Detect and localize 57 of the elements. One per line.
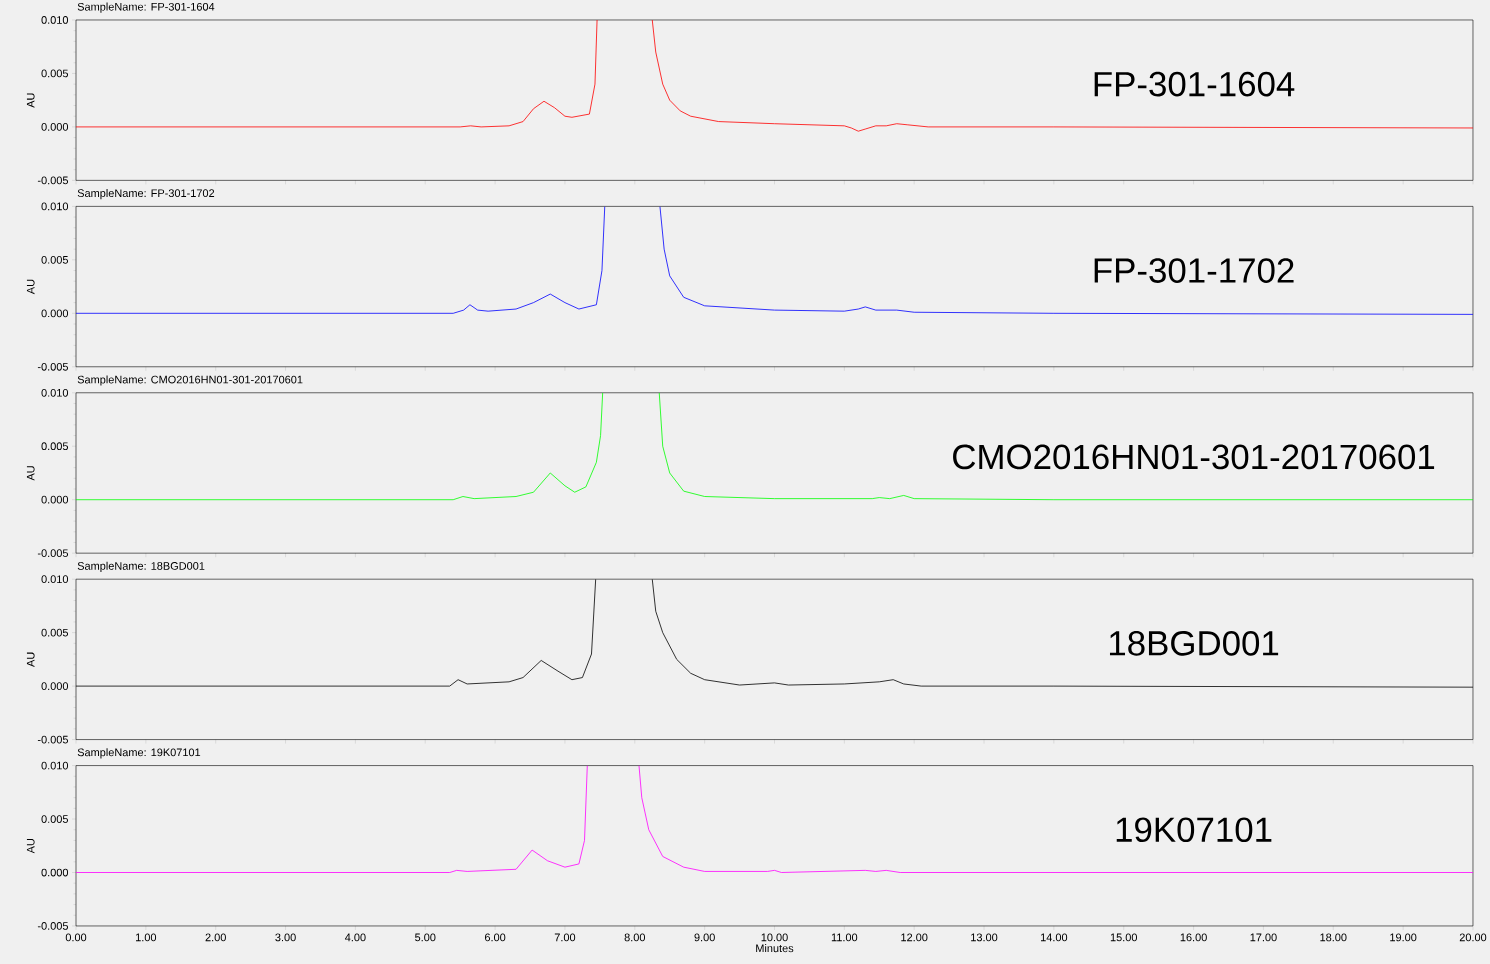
x-tick-label: 14.00 [1041,933,1068,942]
y-tick-label: 0.000 [41,682,69,690]
x-tick-label: 16.00 [1180,933,1207,942]
y-axis-title: AU [26,93,35,108]
x-tick-label: 6.00 [485,933,506,942]
y-tick-label: 0.010 [41,16,69,24]
y-tick-label: -0.005 [37,362,69,371]
x-tick-label: 13.00 [971,933,998,942]
y-tick-label: -0.005 [37,735,69,744]
y-tick-label: 0.010 [41,575,69,584]
chart-title: SampleName: 19K07101 [77,748,201,759]
x-tick-label: 2.00 [205,933,226,942]
x-axis-title: Minutes [756,944,794,953]
x-tick-label: 1.00 [136,933,157,942]
y-tick-label: 0.000 [41,309,69,318]
x-tick-label: 9.00 [694,933,715,942]
chart-title: SampleName: 18BGD001 [77,561,205,572]
y-tick-label: 0.005 [41,69,69,78]
y-tick-label: 0.005 [41,255,69,264]
y-axis-title: AU [26,466,35,481]
x-tick-label: 15.00 [1110,933,1137,942]
y-tick-label: 0.000 [41,495,69,504]
y-tick-label: 0.000 [41,123,69,131]
x-tick-label: 0.00 [65,933,87,942]
y-tick-label: -0.005 [37,549,69,558]
chart-title: SampleName: CMO2016HN01-301-20170601 [77,375,303,386]
chart-title: SampleName: FP-301-1702 [77,189,215,200]
x-tick-label: 5.00 [415,933,436,942]
chart-title: SampleName: FP-301-1604 [77,2,215,13]
y-tick-label: 0.005 [41,628,69,637]
y-tick-label: 0.000 [41,868,69,877]
x-tick-label: 20.00 [1459,933,1487,942]
y-tick-label: 0.005 [41,815,69,823]
x-tick-label: 4.00 [344,933,366,942]
x-tick-label: 18.00 [1320,933,1347,942]
y-axis-title: AU [26,279,35,295]
x-tick-label: 3.00 [275,933,296,942]
y-axis-title: AU [26,839,35,854]
y-tick-label: -0.005 [37,176,69,185]
annotation: 18BGD001 [1109,631,1279,656]
annotation: 19K07101 [1116,817,1272,843]
y-tick-label: 0.010 [41,761,69,770]
y-tick-label: 0.005 [41,442,69,451]
y-tick-label: 0.010 [41,388,69,397]
annotation: FP-301-1604 [1094,71,1295,97]
x-tick-label: 12.00 [901,933,928,942]
y-axis-title: AU [26,652,35,667]
annotation: FP-301-1702 [1094,258,1294,283]
x-tick-label: 11.00 [831,933,858,942]
y-tick-label: 0.010 [41,202,69,211]
annotation: CMO2016HN01-301-20170601 [953,444,1435,470]
x-tick-label: 7.00 [554,933,576,942]
x-tick-label: 17.00 [1250,933,1277,942]
x-tick-label: 19.00 [1390,933,1417,942]
x-tick-label: 10.00 [761,933,788,942]
x-tick-label: 8.00 [624,933,646,942]
y-tick-label: -0.005 [37,922,69,930]
